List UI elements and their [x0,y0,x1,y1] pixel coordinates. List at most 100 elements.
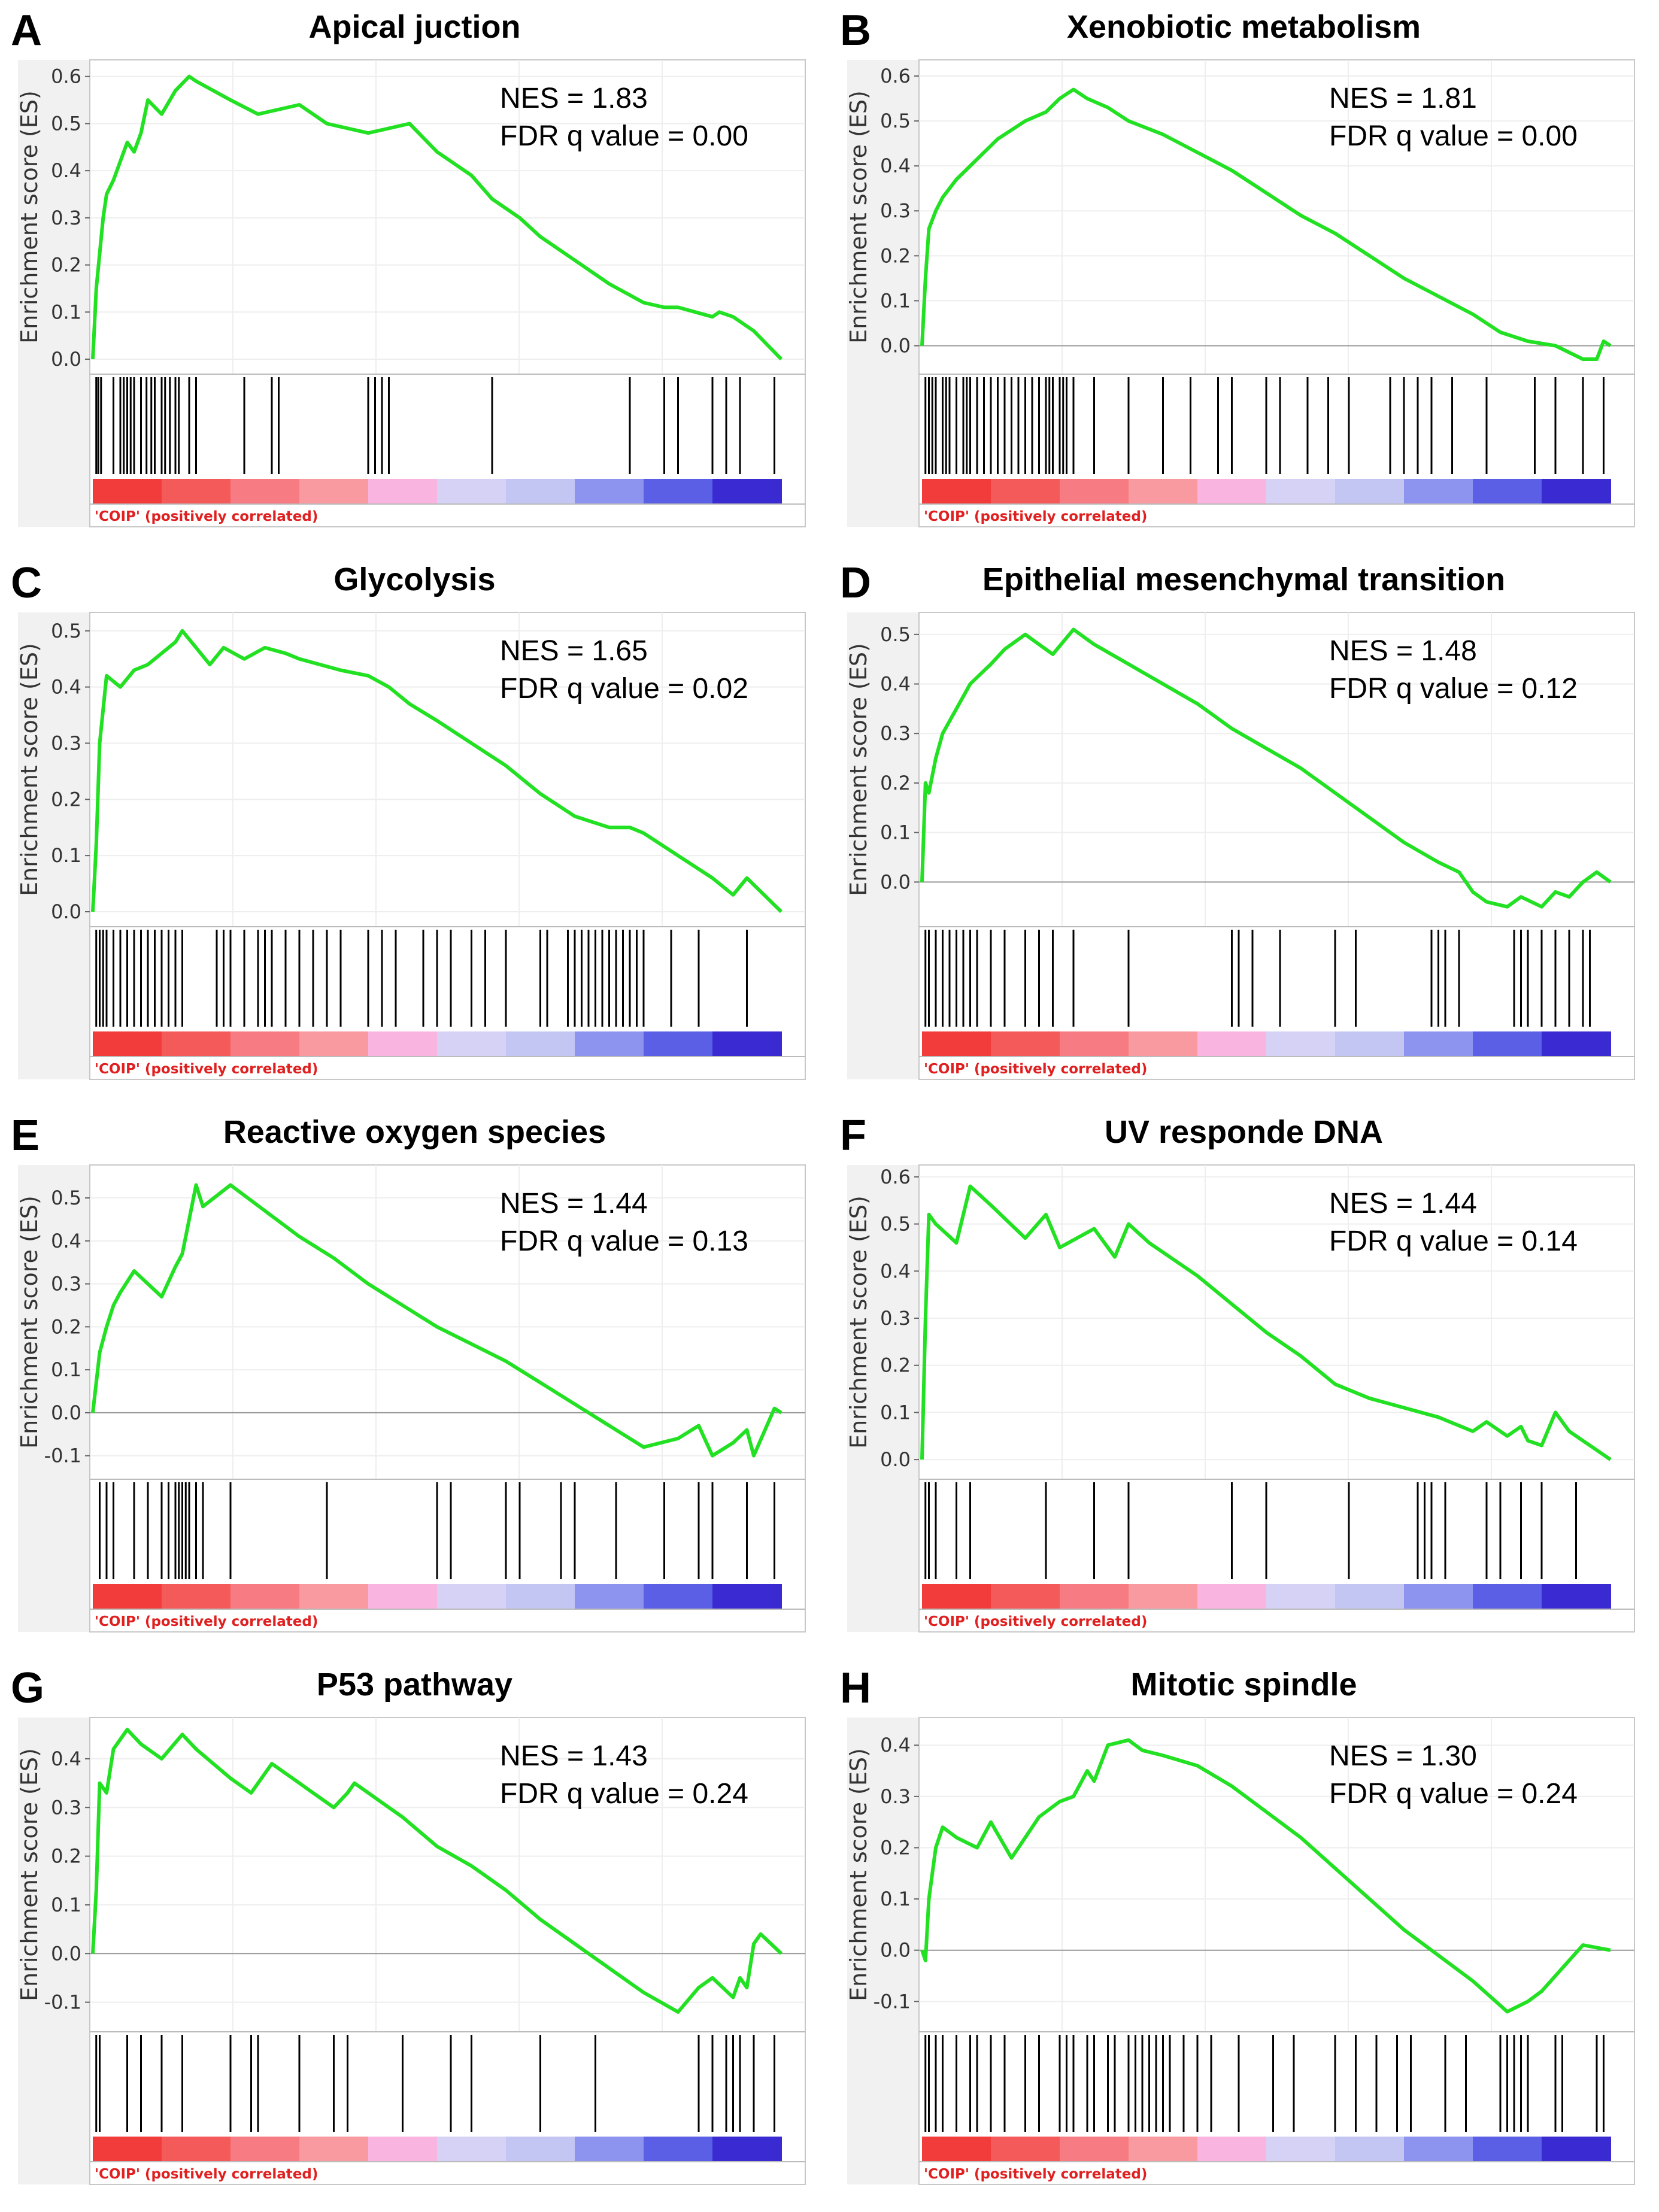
ranked-list-segment [575,1031,644,1057]
ranked-list-segment [506,1584,575,1609]
panel-title: Glycolysis [333,562,496,597]
nes-value: NES = 1.65 [500,635,648,667]
ranked-list-segment [368,479,438,504]
y-tick-label: 0.4 [51,1747,81,1770]
y-tick-label: 0.1 [880,1401,911,1424]
ranked-list-segment [1060,2137,1129,2162]
plot-frame [89,1164,806,1633]
phenotype-label: 'COIP' (positively correlated) [95,1061,318,1077]
y-tick-label: 0.6 [880,65,911,87]
es-line [920,87,1612,361]
ranked-list-segment [922,2137,991,2162]
ranked-list-segment [93,1031,162,1057]
ranked-list-segment [230,479,300,504]
y-tick-label: 0.0 [51,900,81,923]
gsea-chart: 0.0 0.1 0.2 0.3 0.4 0.5 Enrichment score (ES) '… [845,612,1635,1080]
nes-value: NES = 1.44 [500,1188,648,1219]
ranked-list-segment [575,479,644,504]
y-tick-label: 0.0 [51,1401,81,1424]
ranked-list-segment [299,2137,369,2162]
ranked-list-segment [712,479,782,504]
ranked-list-segment [1542,479,1611,504]
ranked-list-segment [506,479,575,504]
y-tick-label: 0.2 [51,788,81,811]
y-tick-label: 0.1 [51,1358,81,1381]
ranked-list-segment [1266,1584,1336,1609]
y-axis-label: Enrichment score (ES) [845,1195,872,1449]
y-axis-label: Enrichment score (ES) [16,643,43,896]
ranked-list-segment [644,1031,713,1057]
ranked-list-segment [922,1584,991,1609]
y-tick-label: 0.5 [880,110,911,132]
ranked-list-segment [299,479,369,504]
phenotype-label: 'COIP' (positively correlated) [95,509,318,524]
ranked-list-segment [162,1584,231,1609]
ranked-list-segment [1129,1031,1198,1057]
es-line [91,74,783,361]
ranked-list-segment [1335,479,1405,504]
panel-title: Mitotic spindle [1130,1667,1357,1703]
panel-letter: C [11,559,42,607]
y-tick-label: 0.5 [51,620,81,642]
panel-title: Xenobiotic metabolism [1066,9,1421,45]
frame-left-strip [18,612,90,1079]
frame-left-strip [18,1718,90,2184]
phenotype-label: 'COIP' (positively correlated) [95,1614,318,1630]
ranked-list-segment [230,1584,300,1609]
y-tick-label: 0.0 [880,870,911,893]
ranked-list-segment [1266,479,1336,504]
ranked-list-segment [1197,1584,1267,1609]
ranked-list-segment [1542,1584,1611,1609]
es-line [91,1183,783,1458]
ranked-list-segment [644,2137,713,2162]
ranked-list-segment [230,2137,300,2162]
y-tick-label: 0.1 [51,844,81,867]
ranked-list-segment [1197,2137,1267,2162]
phenotype-label: 'COIP' (positively correlated) [924,1061,1147,1077]
y-tick-label: 0.2 [51,254,81,277]
ranked-list-segment [506,2137,575,2162]
ranked-list-segment [1060,479,1129,504]
gsea-chart: 0.0 0.1 0.2 0.3 0.4 0.5 Enrichment score (ES) '… [16,612,806,1080]
y-tick-label: 0.2 [51,1845,81,1868]
gsea-chart: 0.0 0.1 0.2 0.3 0.4 0.5 0.6 Enrichment score (E… [16,59,806,527]
y-tick-label: 0.2 [880,772,911,794]
es-line [91,629,783,914]
ranked-list-segment [991,1584,1060,1609]
y-tick-label: -0.1 [44,1991,81,2014]
phenotype-label: 'COIP' (positively correlated) [95,2167,318,2182]
panel-title: Reactive oxygen species [223,1114,606,1150]
y-axis-label: Enrichment score (ES) [16,1748,43,2001]
y-tick-label: 0.3 [51,1273,81,1295]
ranked-list-segment [1129,1584,1198,1609]
ranked-list-segment [1404,1031,1473,1057]
y-tick-label: 0.3 [880,722,911,745]
es-line [91,1728,783,2014]
panel-h: H Mitotic spindle -0.1 0.0 0.1 0.2 0.3 0.4 Enr… [829,1658,1658,2210]
fdr-value: FDR q value = 0.12 [1329,673,1578,705]
panel-title: Epithelial mesenchymal transition [982,562,1506,597]
ranked-list-segment [644,1584,713,1609]
ranked-list-segment [1129,2137,1198,2162]
ranked-list-segment [991,479,1060,504]
frame-left-strip [847,1718,919,2184]
y-tick-label: 0.3 [880,199,911,222]
y-tick-label: 0.2 [880,1836,911,1859]
y-tick-label: 0.3 [880,1307,911,1330]
ranked-list-segment [368,1584,438,1609]
y-tick-label: 0.4 [880,1260,911,1282]
y-tick-label: 0.4 [880,1734,911,1756]
y-tick-label: 0.0 [880,1939,911,1962]
y-tick-label: 0.0 [880,1448,911,1471]
ranked-list-segment [299,1031,369,1057]
ranked-list-segment [1060,1584,1129,1609]
ranked-list-segment [368,2137,438,2162]
y-axis-label: Enrichment score (ES) [16,1195,43,1449]
ranked-list-segment [922,479,991,504]
y-tick-label: 0.2 [51,1315,81,1338]
nes-value: NES = 1.83 [500,83,648,114]
panel-letter: G [11,1664,45,1712]
es-line [920,1184,1612,1461]
ranked-list-segment [368,1031,438,1057]
nes-value: NES = 1.30 [1329,1740,1477,1772]
